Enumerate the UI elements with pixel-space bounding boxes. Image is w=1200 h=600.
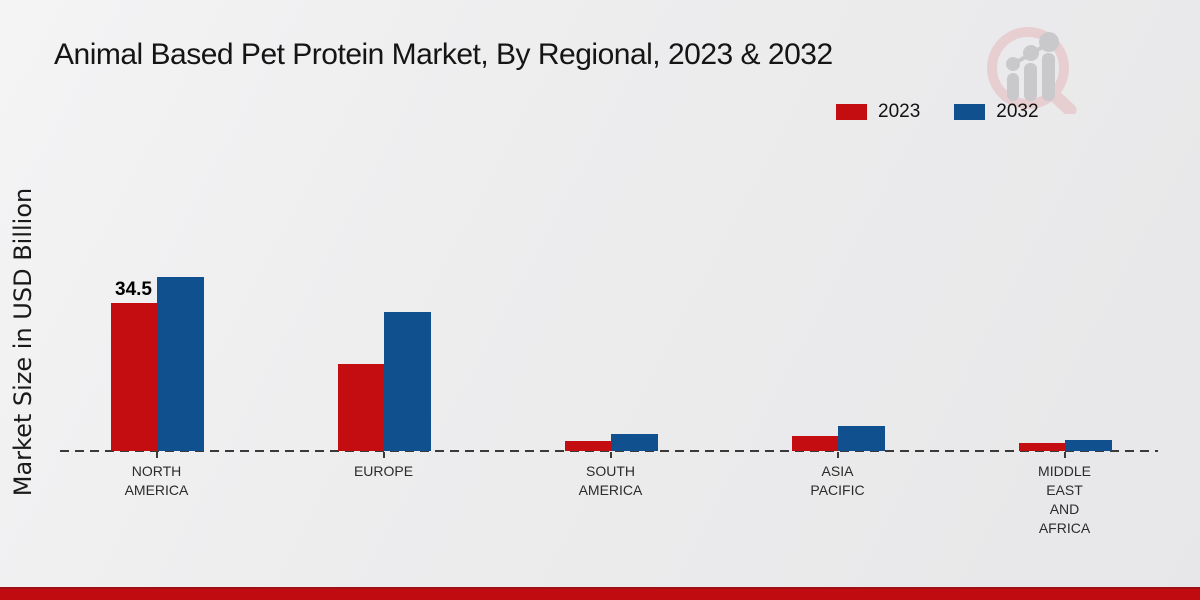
category-label-north-america: NORTH AMERICA bbox=[124, 463, 189, 498]
axis-tick-south-america bbox=[609, 452, 612, 458]
bar-2023-asia-pacific bbox=[791, 436, 838, 451]
bar-2023-europe bbox=[337, 364, 384, 451]
legend-label-2023: 2023 bbox=[878, 101, 921, 122]
legend-swatch-2032 bbox=[954, 104, 986, 120]
legend-item-2023: 2023 bbox=[836, 101, 920, 123]
footer-accent-bar bbox=[0, 587, 1200, 600]
magnifier-bar-chart-icon bbox=[983, 26, 1079, 117]
bar-2032-south-america bbox=[610, 434, 658, 451]
category-label-europe: EUROPE bbox=[353, 463, 414, 479]
category-label-asia-pacific: ASIA PACIFIC bbox=[810, 463, 865, 498]
legend-swatch-2023 bbox=[836, 104, 867, 120]
axis-tick-europe bbox=[382, 452, 385, 458]
bar-2032-north-america bbox=[156, 277, 204, 451]
bar-2032-europe bbox=[383, 312, 431, 451]
legend-item-2032: 2032 bbox=[954, 101, 1039, 123]
x-axis-baseline bbox=[60, 450, 1158, 452]
category-label-middle-east-and-africa: MIDDLE EAST AND AFRICA bbox=[1038, 463, 1091, 536]
legend-label-2032: 2032 bbox=[996, 101, 1039, 122]
axis-tick-north-america bbox=[155, 452, 158, 458]
axis-tick-middle-east-and-africa bbox=[1063, 452, 1066, 458]
axis-tick-asia-pacific bbox=[836, 452, 839, 458]
bar-2023-north-america bbox=[110, 303, 157, 451]
category-label-south-america: SOUTH AMERICA bbox=[578, 463, 643, 498]
bar-2032-asia-pacific bbox=[837, 426, 885, 451]
bar-2023-south-america bbox=[564, 441, 611, 451]
chart-title: Animal Based Pet Protein Market, By Regi… bbox=[54, 38, 833, 71]
data-label-2023-north-america: 34.5 bbox=[115, 279, 152, 300]
legend: 2023 2032 bbox=[836, 101, 1039, 123]
bar-2032-middle-east-and-africa bbox=[1064, 440, 1112, 451]
bar-2023-middle-east-and-africa bbox=[1018, 443, 1065, 451]
